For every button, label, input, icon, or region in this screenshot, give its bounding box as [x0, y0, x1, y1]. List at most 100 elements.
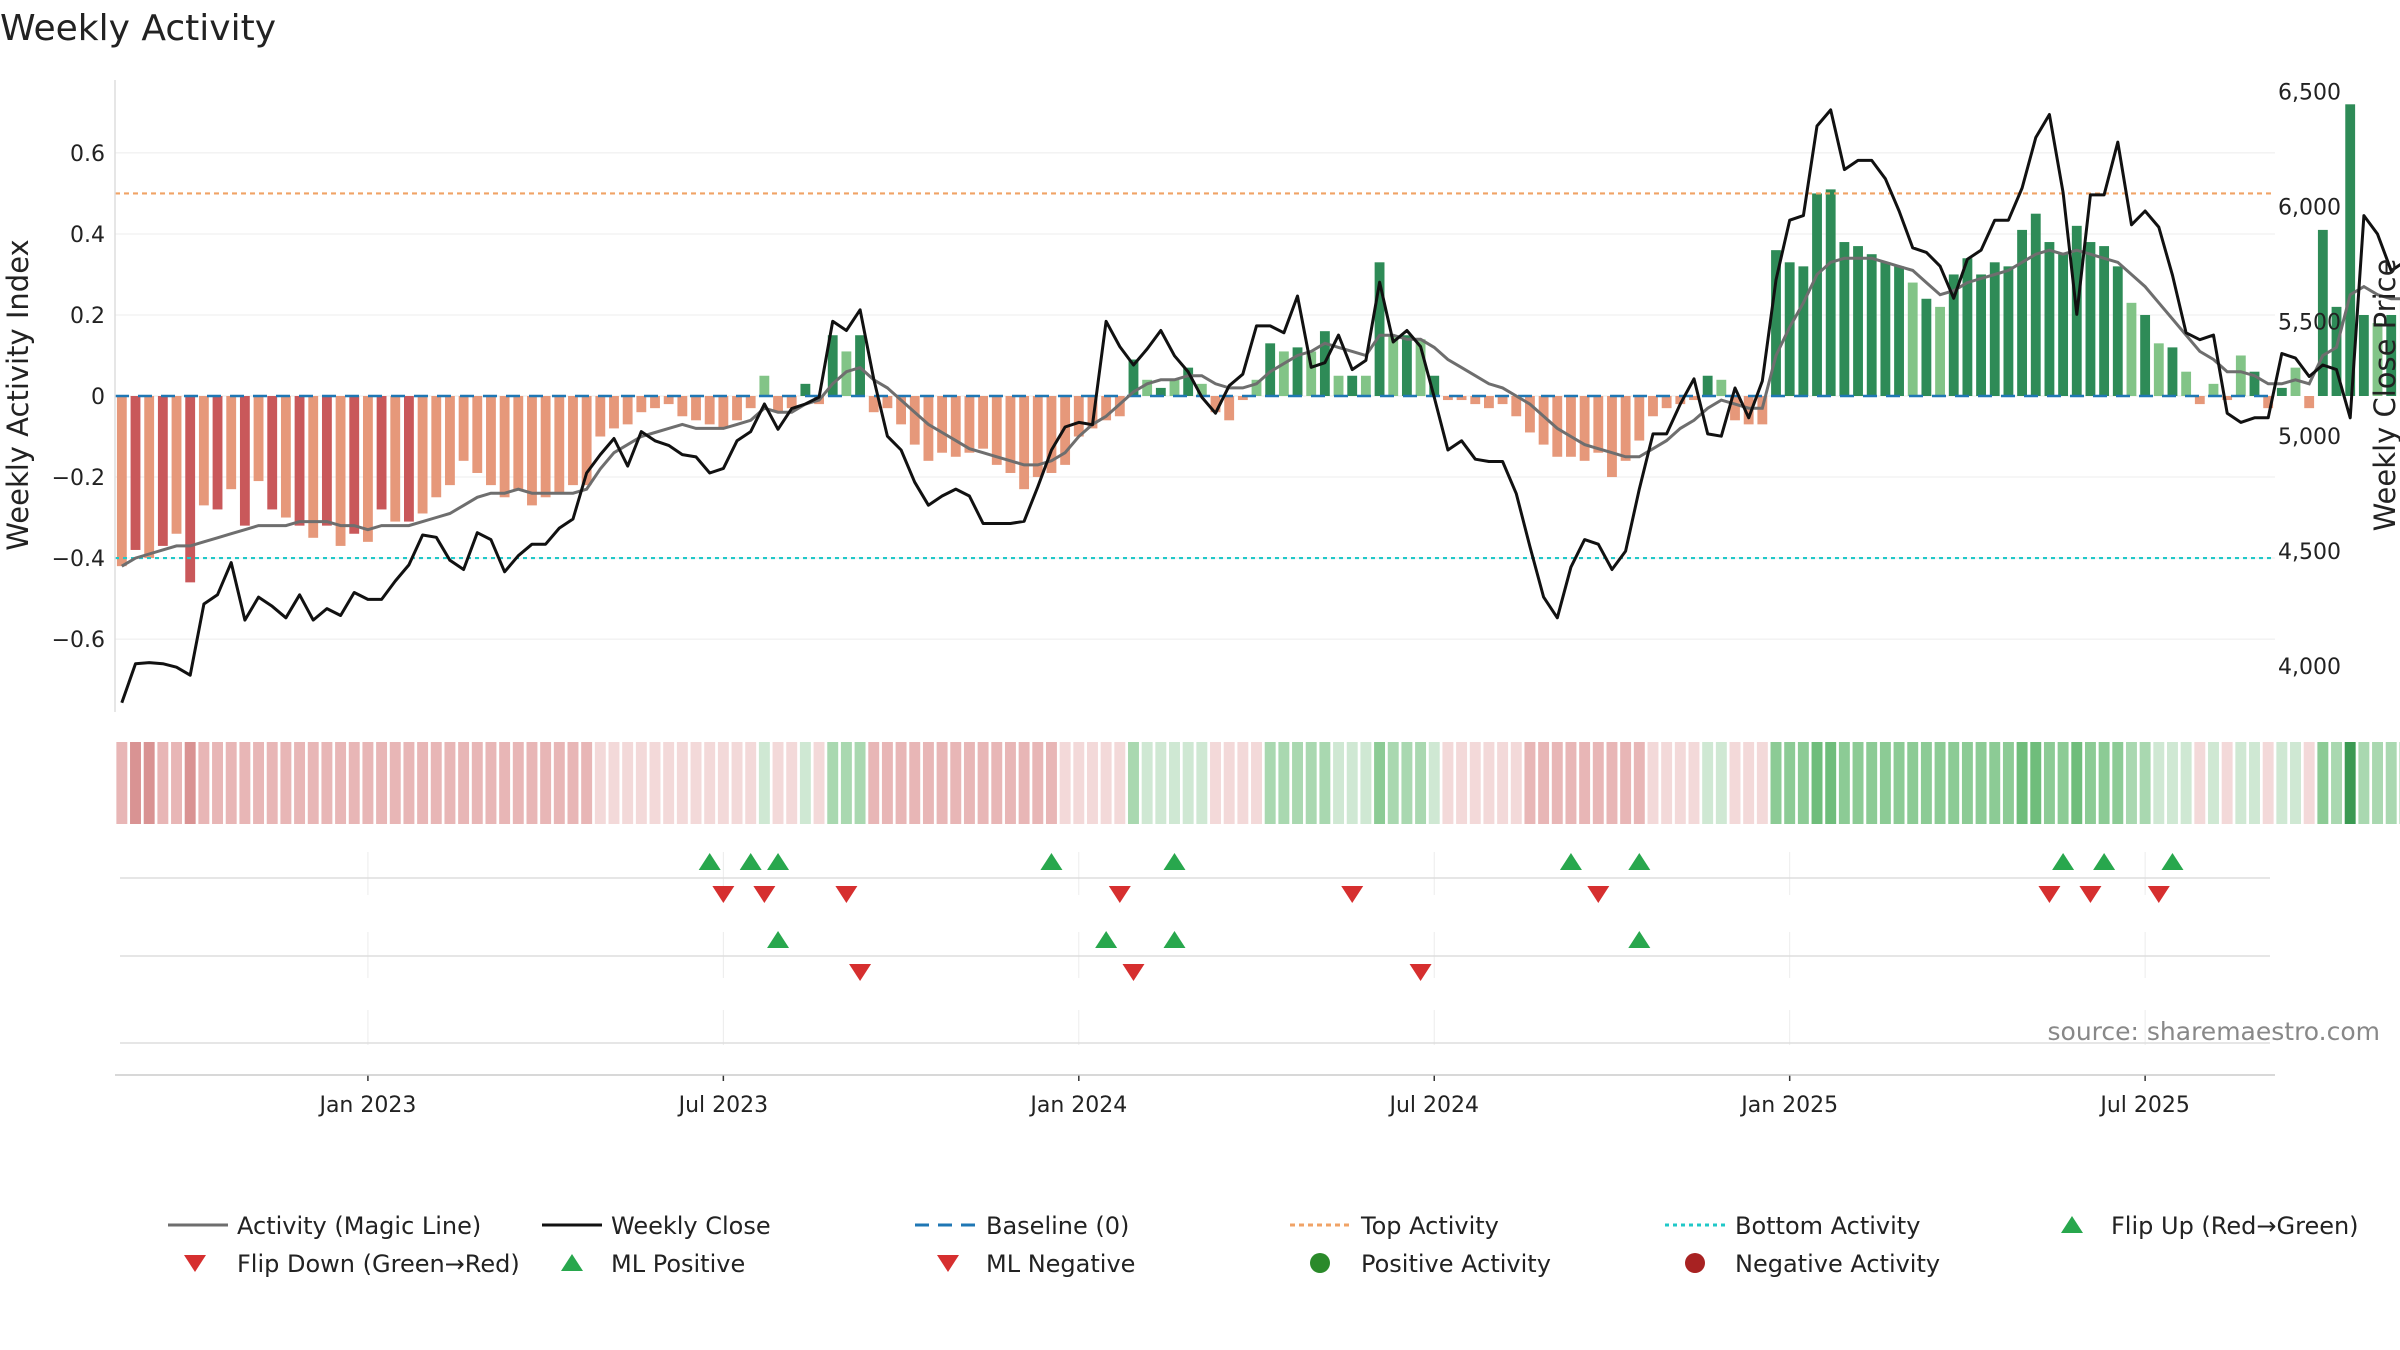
- activity-bar: [2140, 314, 2151, 396]
- strip-cell: [1114, 742, 1126, 824]
- activity-bar: [431, 396, 442, 498]
- activity-bar: [2249, 371, 2260, 396]
- y2-tick-label: 5,000: [2278, 425, 2341, 450]
- activity-bar: [1169, 379, 1180, 396]
- strip-cell: [2194, 742, 2206, 824]
- activity-bar: [1525, 396, 1535, 433]
- activity-bar: [1648, 396, 1658, 417]
- strip-cell: [116, 742, 128, 824]
- x-axis: Jan 2023 Jul 2023 Jan 2024 Jul 2024 Jan 2025…: [115, 1074, 2275, 1118]
- ml-negative-marker: [2038, 886, 2061, 903]
- strip-cell: [649, 742, 661, 824]
- strip-cell: [827, 742, 839, 824]
- strip-cell: [321, 742, 333, 824]
- activity-bar: [1237, 396, 1248, 401]
- activity-bar: [2112, 266, 2123, 396]
- activity-bar: [390, 396, 401, 522]
- legend-entry: ML Positive: [611, 1250, 745, 1278]
- activity-bar: [1251, 379, 1262, 396]
- strip-cell: [2249, 742, 2260, 824]
- activity-bar: [868, 396, 879, 413]
- strip-cell: [1866, 742, 1878, 824]
- strip-cell: [1989, 742, 2001, 824]
- legend-entry: Top Activity: [1360, 1212, 1499, 1240]
- activity-bar: [568, 396, 578, 486]
- activity-bar: [1771, 250, 1781, 396]
- activity-bar: [239, 396, 250, 526]
- chart-title: Weekly Activity: [0, 8, 276, 49]
- strip-cell: [2125, 742, 2137, 824]
- activity-bar: [1032, 396, 1043, 478]
- strip-cell: [745, 742, 757, 824]
- activity-bar: [1702, 375, 1713, 396]
- activity-bar: [1593, 396, 1604, 453]
- strip-cell: [294, 742, 306, 824]
- ml-negative-marker: [2079, 886, 2102, 903]
- x-tick-label: Jul 2024: [1387, 1093, 1479, 1118]
- strip-cell: [1606, 742, 1618, 824]
- activity-bar: [1962, 258, 1973, 396]
- activity-bar: [1894, 266, 1904, 396]
- strip-cell: [1087, 742, 1098, 824]
- strip-cell: [758, 742, 770, 824]
- strip-cell: [608, 742, 620, 824]
- activity-bar: [2058, 254, 2069, 396]
- activity-bar: [745, 396, 756, 409]
- strip-cell: [1483, 742, 1495, 824]
- x-tick-label: Jul 2023: [677, 1093, 769, 1118]
- activity-bar: [964, 396, 975, 453]
- strip-cell: [1797, 742, 1809, 824]
- strip-cell: [1059, 742, 1071, 824]
- strip-cell: [977, 742, 989, 824]
- y-tick-label: 0.4: [70, 223, 105, 248]
- activity-bar: [2317, 229, 2328, 396]
- strip-cell: [1155, 742, 1167, 824]
- activity-bar: [321, 396, 332, 526]
- strip-cell: [2167, 742, 2178, 824]
- strip-cell: [553, 742, 565, 824]
- legend-entry: Baseline (0): [986, 1212, 1129, 1240]
- strip-cell: [622, 742, 634, 824]
- activity-bar: [144, 396, 155, 559]
- ml-negative-marker: [1587, 886, 1610, 903]
- legend-entry: Flip Down (Green→Red): [237, 1250, 520, 1278]
- y-tick-label: 0: [91, 385, 105, 410]
- activity-bar: [540, 396, 551, 498]
- strip-cell: [2344, 742, 2356, 824]
- activity-bar: [786, 396, 797, 409]
- weekly-close-line: [120, 108, 2400, 704]
- reference-lines: [115, 192, 2275, 560]
- activity-bar: [1921, 298, 1932, 396]
- activity-bar: [1429, 375, 1440, 396]
- strip-cell: [1073, 742, 1085, 824]
- strip-cell: [389, 742, 401, 824]
- activity-bar: [1907, 282, 1918, 396]
- strip-cell: [471, 742, 483, 824]
- activity-bar: [677, 396, 688, 417]
- activity-bar: [130, 396, 141, 550]
- strip-cell: [786, 742, 798, 824]
- strip-cell: [1497, 742, 1509, 824]
- activity-bar: [581, 396, 592, 486]
- activity-bar: [1689, 396, 1699, 401]
- strip-cell: [2057, 742, 2069, 824]
- legend: Activity (Magic Line) Weekly Close Baselin…: [168, 1212, 2359, 1278]
- activity-heat-strip: [116, 742, 2400, 824]
- strip-cell: [1551, 742, 1563, 824]
- strip-cell: [881, 742, 893, 824]
- signal-panels: [120, 853, 2270, 1044]
- main-axes: −0.6 −0.4 −0.2 0 0.2 0.4 0.6 4,000 4,500 5,000 5,5…: [52, 80, 2341, 712]
- strip-cell: [1456, 742, 1468, 824]
- activity-bar: [226, 396, 237, 490]
- strip-cell: [1374, 742, 1386, 824]
- strip-cell: [1442, 742, 1454, 824]
- strip-cell: [1128, 742, 1139, 824]
- strip-cell: [1975, 742, 1987, 824]
- strip-cell: [225, 742, 237, 824]
- legend-entry: Weekly Close: [611, 1212, 771, 1240]
- activity-bar: [2263, 396, 2274, 409]
- strip-cell: [2358, 742, 2370, 824]
- y2-tick-label: 5,500: [2278, 310, 2341, 335]
- strip-cell: [485, 742, 497, 824]
